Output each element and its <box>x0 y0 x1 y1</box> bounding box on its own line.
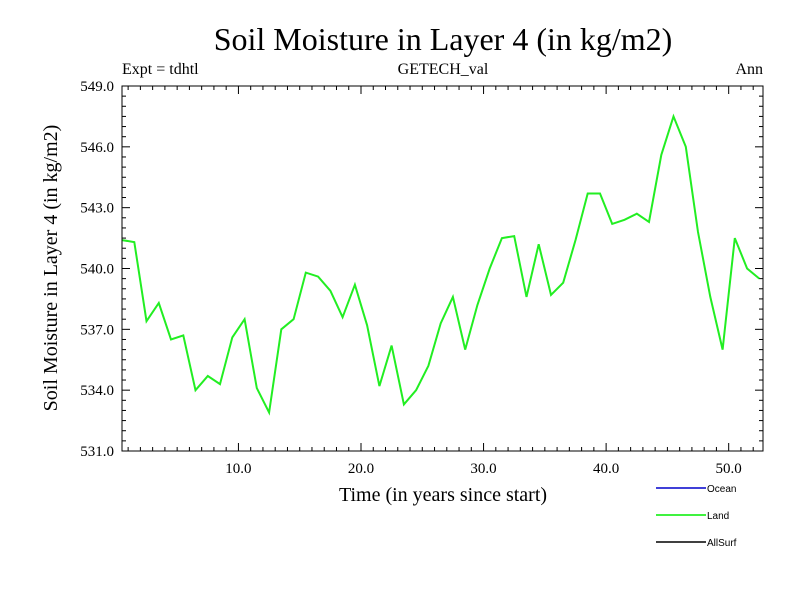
subtitle-left: Expt = tdhtl <box>122 61 199 78</box>
y-tick-label: 534.0 <box>80 383 114 399</box>
x-tick-label: 40.0 <box>593 461 619 477</box>
x-axis: 10.0 20.0 30.0 40.0 50.0 <box>127 86 754 477</box>
y-axis: 531.0 534.0 537.0 540.0 543.0 546.0 549.0 <box>80 79 763 460</box>
x-tick-label: 10.0 <box>225 461 251 477</box>
x-tick-label: 50.0 <box>716 461 742 477</box>
x-tick-label: 20.0 <box>348 461 374 477</box>
subtitle-center: GETECH_val <box>398 61 489 78</box>
y-tick-label: 540.0 <box>80 262 114 278</box>
x-tick-label: 30.0 <box>470 461 496 477</box>
legend-label-ocean: Ocean <box>707 484 736 495</box>
legend-label-land: Land <box>707 511 729 522</box>
y-axis-label: Soil Moisture in Layer 4 (in kg/m2) <box>40 125 62 412</box>
x-axis-label: Time (in years since start) <box>339 484 547 506</box>
chart-title: Soil Moisture in Layer 4 (in kg/m2) <box>214 21 673 57</box>
series-layer <box>121 113 760 416</box>
plot-frame <box>121 85 764 452</box>
legend-label-allsurf: AllSurf <box>707 538 737 549</box>
series-line-land <box>121 113 760 416</box>
y-tick-label: 537.0 <box>80 322 114 338</box>
y-tick-label: 543.0 <box>80 201 114 217</box>
y-tick-label: 546.0 <box>80 140 114 156</box>
y-tick-label: 549.0 <box>80 79 114 95</box>
subtitle-right: Ann <box>735 61 763 78</box>
legend: Ocean Land AllSurf <box>656 484 737 549</box>
y-tick-label: 531.0 <box>80 444 114 460</box>
